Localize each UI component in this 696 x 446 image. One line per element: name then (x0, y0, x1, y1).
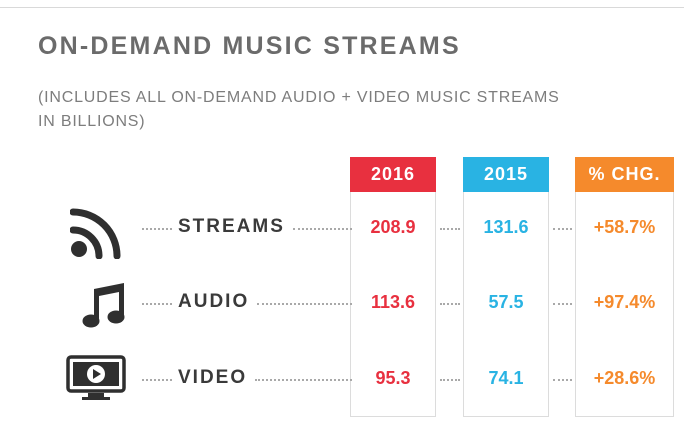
value-2016: 95.3 (375, 368, 411, 388)
leader-dots (553, 379, 572, 381)
row-label-video: VIDEO (178, 367, 248, 388)
leader-dots (257, 303, 352, 305)
music-note-icon (82, 283, 125, 328)
leader-dots (440, 303, 460, 305)
header-2016: 2016 (350, 157, 436, 192)
value-change: +97.4% (593, 292, 656, 312)
value-2015: 131.6 (483, 217, 529, 237)
header-change: % CHG. (575, 157, 674, 192)
leader-dots (440, 379, 460, 381)
leader-dots (255, 379, 352, 381)
column-2015 (463, 192, 549, 417)
chart-title: ON-DEMAND MUSIC STREAMS (38, 32, 461, 60)
value-change: +58.7% (593, 217, 656, 237)
video-monitor-icon (66, 355, 126, 400)
leader-dots (292, 228, 352, 230)
leader-dots (142, 228, 172, 230)
value-2015: 74.1 (488, 368, 524, 388)
column-change (575, 192, 674, 417)
header-2015: 2015 (463, 157, 549, 192)
column-2016 (350, 192, 436, 417)
top-divider (0, 7, 684, 8)
value-2016: 113.6 (370, 292, 416, 312)
value-change: +28.6% (593, 368, 656, 388)
leader-dots (553, 228, 572, 230)
leader-dots (553, 303, 572, 305)
chart-subtitle: (INCLUDES ALL ON-DEMAND AUDIO + VIDEO MU… (38, 89, 560, 130)
rss-stream-icon (70, 208, 121, 259)
leader-dots (142, 379, 172, 381)
row-label-audio: AUDIO (178, 291, 250, 312)
value-2015: 57.5 (488, 292, 524, 312)
leader-dots (142, 303, 172, 305)
row-label-streams: STREAMS (178, 216, 285, 237)
value-2016: 208.9 (370, 217, 416, 237)
leader-dots (440, 228, 460, 230)
